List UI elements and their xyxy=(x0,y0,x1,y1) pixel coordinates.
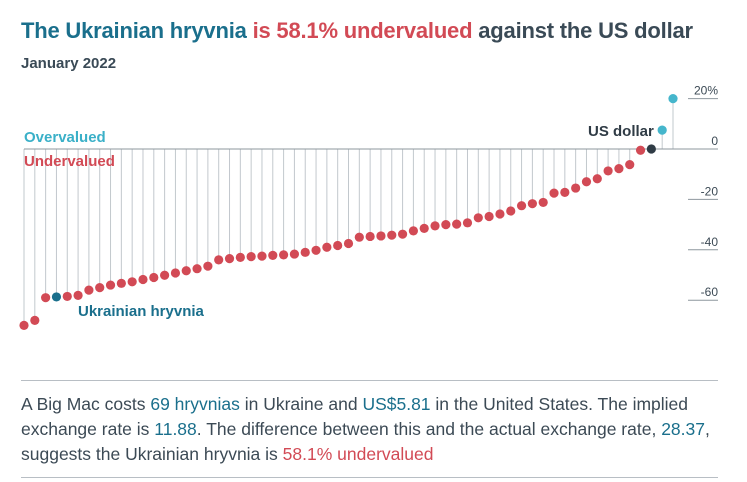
chart-subtitle: January 2022 xyxy=(21,55,117,72)
data-point xyxy=(62,291,72,302)
data-point xyxy=(149,272,159,283)
data-point xyxy=(430,221,440,231)
data-point xyxy=(516,201,527,211)
tick-label: 20% xyxy=(694,84,718,98)
data-point xyxy=(181,266,191,276)
chart-points xyxy=(19,94,678,330)
chart-stems xyxy=(23,98,674,326)
data-point xyxy=(279,250,289,260)
data-point xyxy=(560,187,570,197)
y-axis-ticks: 20% 0 -20 -40 -60 xyxy=(688,84,718,301)
title-currency: The Ukrainian hryvnia xyxy=(21,18,247,43)
data-point xyxy=(365,231,375,242)
desc-actual-rate: 28.37 xyxy=(661,419,705,439)
desc-implied-rate: 11.88 xyxy=(154,419,197,439)
data-point xyxy=(473,213,483,223)
data-point xyxy=(668,94,678,104)
data-point xyxy=(462,218,473,228)
desc-valuation: 58.1% undervalued xyxy=(282,444,434,464)
data-point xyxy=(257,251,267,261)
data-point xyxy=(635,145,646,155)
valuation-chart: 20% 0 -20 -40 -60 Overvalued Undervalued US … xyxy=(19,84,718,330)
tick-label: -60 xyxy=(701,285,719,299)
data-point xyxy=(397,229,408,239)
data-point xyxy=(571,183,581,193)
data-point xyxy=(192,264,202,274)
data-point xyxy=(268,250,278,260)
data-point xyxy=(614,164,624,174)
data-point xyxy=(105,280,116,290)
data-point xyxy=(311,245,321,255)
hryvnia-label: Ukrainian hryvnia xyxy=(78,303,205,320)
data-point xyxy=(376,231,386,241)
desc-us-price: US$5.81 xyxy=(362,394,431,414)
undervalued-label: Undervalued xyxy=(24,153,115,170)
data-point xyxy=(19,320,29,330)
data-point xyxy=(657,125,667,135)
data-point xyxy=(527,199,537,209)
data-point xyxy=(235,252,245,262)
desc-text-3: in the United States. The implied exchan… xyxy=(21,394,689,439)
data-point xyxy=(506,206,516,216)
data-point xyxy=(73,290,83,301)
description: A Big Mac costs 69 hryvnias in Ukraine a… xyxy=(21,392,721,467)
tick-label: 0 xyxy=(711,134,718,148)
data-point xyxy=(354,232,364,242)
data-point xyxy=(322,242,332,252)
data-point xyxy=(592,174,602,184)
data-point xyxy=(95,283,105,293)
data-point xyxy=(127,277,137,287)
overvalued-label: Overvalued xyxy=(24,129,106,146)
data-point xyxy=(333,240,343,251)
data-point xyxy=(116,278,126,288)
point-usd xyxy=(646,144,656,154)
data-point xyxy=(603,166,613,176)
title-comparison: against the US dollar xyxy=(472,18,693,43)
data-point xyxy=(160,270,170,280)
data-point xyxy=(484,211,494,222)
usd-label: US dollar xyxy=(588,123,654,140)
desc-text-5: , suggests the Ukrainian hryvnia is xyxy=(21,419,710,464)
data-point xyxy=(387,230,397,240)
data-point xyxy=(452,219,462,229)
data-point xyxy=(581,177,592,187)
top-divider xyxy=(21,380,718,381)
data-point xyxy=(214,255,224,265)
desc-text-4: . The difference between this and the ac… xyxy=(196,419,662,439)
data-point xyxy=(138,274,148,285)
data-point xyxy=(538,197,548,208)
data-point xyxy=(41,293,51,303)
desc-local-price: 69 hryvnias xyxy=(150,394,240,414)
data-point xyxy=(408,226,418,236)
tick-label: -40 xyxy=(701,235,719,249)
data-point xyxy=(84,285,94,295)
point-hryvnia xyxy=(51,292,62,302)
bottom-divider xyxy=(21,477,718,478)
data-point xyxy=(343,238,354,249)
desc-text-1: A Big Mac costs xyxy=(21,394,151,414)
data-point xyxy=(300,247,310,257)
tick-label: -20 xyxy=(701,184,719,198)
data-point xyxy=(549,188,559,198)
data-point xyxy=(30,315,40,325)
desc-text-2: in Ukraine and xyxy=(239,394,363,414)
data-point xyxy=(441,220,451,230)
data-point xyxy=(203,261,213,271)
chart-title: The Ukrainian hryvnia is 58.1% undervalu… xyxy=(21,18,693,44)
data-point xyxy=(495,209,505,219)
data-point xyxy=(625,160,635,170)
data-point xyxy=(246,252,256,262)
title-valuation: is 58.1% undervalued xyxy=(246,18,473,43)
data-point xyxy=(170,268,181,278)
data-point xyxy=(224,254,235,264)
data-point xyxy=(419,223,429,233)
data-point xyxy=(289,249,300,259)
